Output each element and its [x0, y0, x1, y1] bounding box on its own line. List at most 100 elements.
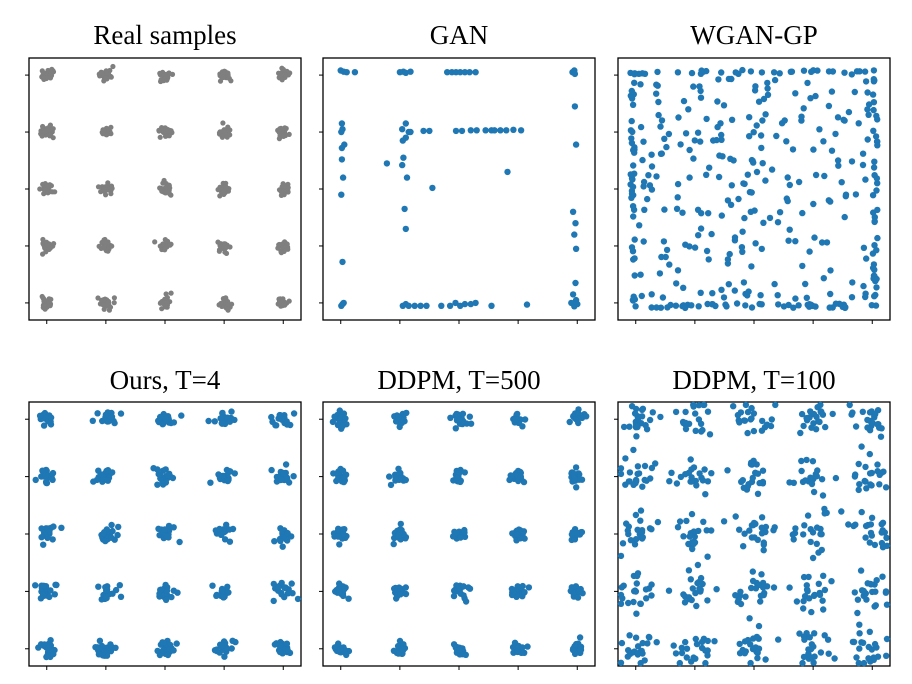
scatter-point	[521, 589, 528, 596]
scatter-point	[748, 415, 755, 422]
scatter-point	[759, 467, 767, 474]
scatter-point	[870, 106, 877, 114]
scatter-point	[399, 126, 406, 133]
scatter-point	[772, 401, 779, 409]
scatter-point	[466, 69, 473, 76]
scatter-point	[714, 123, 721, 131]
scatter-point	[637, 507, 645, 514]
scatter-point	[271, 641, 279, 648]
scatter-point	[851, 88, 858, 96]
scatter-point	[814, 67, 821, 74]
scatter-point	[286, 298, 292, 304]
scatter-point	[694, 561, 702, 569]
subplot-4: Ours, T=4	[25, 365, 302, 670]
scatter-point	[617, 465, 625, 472]
scatter-point	[447, 414, 454, 421]
scatter-point	[164, 299, 170, 305]
scatter-point	[758, 69, 766, 76]
scatter-point	[161, 129, 167, 135]
scatter-point	[773, 132, 780, 140]
scatter-point	[40, 70, 47, 76]
scatter-point	[865, 111, 872, 119]
scatter-point	[760, 547, 767, 554]
scatter-point	[720, 294, 728, 301]
scatter-point	[661, 135, 668, 142]
scatter-point	[745, 288, 752, 295]
scatter-point	[105, 180, 111, 186]
scatter-point	[633, 422, 640, 429]
scatter-point	[231, 470, 238, 477]
scatter-point	[40, 251, 46, 257]
scatter-point	[154, 481, 161, 488]
scatter-point	[666, 478, 673, 485]
scatter-point	[283, 418, 290, 425]
scatter-point	[632, 634, 640, 641]
scatter-point	[742, 593, 749, 600]
scatter-point	[870, 209, 877, 216]
scatter-point	[748, 263, 755, 270]
scatter-point	[217, 78, 224, 84]
scatter-point	[697, 420, 705, 427]
scatter-point	[701, 466, 708, 473]
scatter-point	[572, 245, 580, 252]
scatter-point	[461, 469, 468, 476]
scatter-point	[482, 127, 489, 134]
scatter-point	[392, 474, 399, 481]
scatter-point	[681, 599, 689, 606]
scatter-point	[45, 644, 52, 651]
scatter-point	[648, 581, 655, 588]
scatter-point	[403, 174, 411, 181]
scatter-point	[722, 301, 729, 308]
scatter-point	[338, 120, 346, 127]
scatter-point	[859, 408, 866, 415]
scatter-point	[692, 427, 699, 434]
scatter-point	[708, 470, 715, 477]
scatter-point	[864, 89, 871, 96]
scatter-series	[617, 401, 891, 667]
scatter-point	[168, 593, 175, 601]
scatter-point	[165, 187, 171, 193]
scatter-point	[753, 122, 760, 129]
scatter-point	[633, 433, 640, 440]
scatter-point	[796, 630, 803, 637]
scatter-point	[673, 205, 681, 212]
scatter-point	[698, 210, 705, 217]
scatter-point	[488, 302, 495, 309]
scatter-point	[757, 592, 765, 599]
scatter-point	[39, 467, 46, 474]
subplot-title: GAN	[430, 20, 489, 50]
scatter-point	[341, 585, 348, 593]
scatter-point	[95, 583, 102, 590]
scatter-point	[758, 530, 766, 537]
scatter-point	[338, 128, 345, 136]
scatter-point	[728, 182, 735, 189]
scatter-point	[675, 114, 682, 121]
scatter-point	[757, 598, 764, 605]
scatter-point	[817, 649, 825, 656]
scatter-point	[223, 131, 229, 137]
scatter-point	[687, 576, 694, 583]
scatter-point	[882, 484, 890, 491]
scatter-point	[116, 582, 124, 589]
scatter-point	[698, 638, 706, 646]
scatter-point	[748, 304, 756, 311]
scatter-point	[111, 295, 117, 301]
scatter-point	[695, 303, 702, 310]
scatter-point	[226, 526, 233, 533]
scatter-point	[801, 522, 808, 529]
scatter-point	[519, 644, 526, 651]
scatter-point	[103, 75, 109, 81]
scatter-point	[758, 144, 765, 152]
scatter-point	[683, 645, 691, 652]
scatter-point	[620, 423, 628, 431]
scatter-point	[740, 484, 747, 491]
scatter-point	[641, 70, 649, 78]
scatter-point	[420, 127, 427, 135]
scatter-point	[666, 261, 673, 268]
scatter-point	[95, 184, 102, 190]
scatter-point	[47, 303, 53, 309]
scatter-point	[828, 147, 836, 154]
scatter-point	[278, 250, 284, 256]
scatter-point	[630, 147, 637, 154]
